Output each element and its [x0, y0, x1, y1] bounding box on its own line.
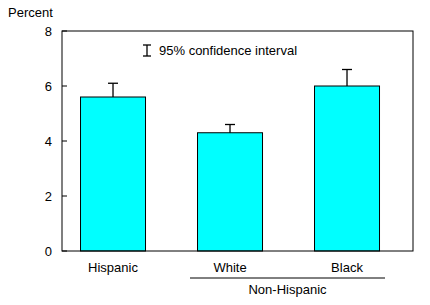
y-tick — [62, 196, 67, 197]
y-axis-label: Percent — [8, 5, 53, 20]
bar — [315, 86, 380, 251]
y-tick-label: 2 — [45, 189, 52, 204]
bar — [198, 133, 263, 251]
legend-symbol — [143, 44, 151, 45]
chart: Percent 0 2 4 6 8 95% confidence interval Hispa… — [0, 0, 430, 305]
category-group-label: Non-Hispanic — [248, 282, 327, 297]
x-tick-label: Black — [331, 260, 363, 275]
y-tick-label: 0 — [45, 244, 52, 259]
legend-symbol — [143, 55, 151, 56]
y-tick-label: 6 — [45, 79, 52, 94]
legend-symbol — [146, 45, 147, 56]
error-cap — [225, 124, 235, 125]
error-cap — [342, 69, 352, 70]
legend-label: 95% confidence interval — [159, 43, 297, 58]
group-underline — [190, 278, 385, 279]
y-tick — [62, 141, 67, 142]
plot-frame — [62, 31, 413, 251]
y-tick-label: 8 — [45, 24, 52, 39]
y-tick — [62, 86, 67, 87]
error-cap — [108, 83, 118, 84]
x-tick-label: Hispanic — [88, 260, 138, 275]
bar — [81, 97, 146, 251]
x-tick-label: White — [213, 260, 246, 275]
y-tick-label: 4 — [45, 134, 52, 149]
